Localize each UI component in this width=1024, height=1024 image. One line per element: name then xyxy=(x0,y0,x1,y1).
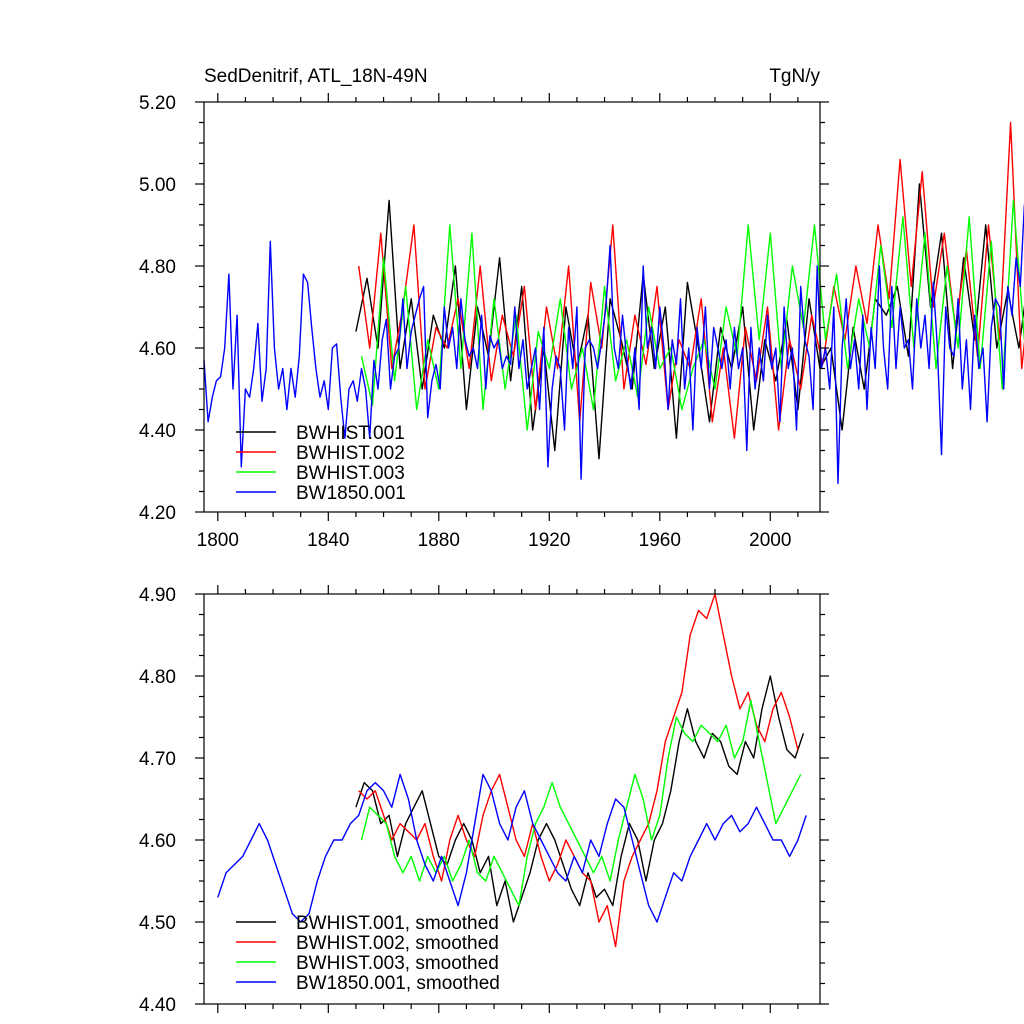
x-tick-label: 1800 xyxy=(197,530,239,551)
y-tick-label: 4.80 xyxy=(139,667,176,688)
y-tick-label: 5.00 xyxy=(139,175,176,196)
top-panel: SedDenitrif, ATL_18N-49N TgN/y 1800 1840 1… xyxy=(139,66,1024,551)
legend-label: BWHIST.002 xyxy=(296,443,405,464)
series-line-3 xyxy=(360,699,802,907)
y-tick-label: 4.90 xyxy=(139,585,176,606)
series-line-4 xyxy=(203,204,1024,484)
y-tick-label: 4.70 xyxy=(139,749,176,770)
x-tick-label: 1880 xyxy=(418,530,460,551)
series-line-1 xyxy=(355,675,805,923)
y-tick-label: 4.60 xyxy=(139,831,176,852)
legend-label: BWHIST.001, smoothed xyxy=(296,913,499,934)
series-line-3 xyxy=(360,199,1024,431)
x-tick-label: 1840 xyxy=(307,530,349,551)
x-tick-label: 1920 xyxy=(528,530,570,551)
legend-label: BW1850.001 xyxy=(296,483,406,504)
y-tick-label: 4.40 xyxy=(139,995,176,1016)
y-tick-label: 4.50 xyxy=(139,913,176,934)
legend-label: BWHIST.003 xyxy=(296,463,405,484)
y-tick-label: 4.40 xyxy=(139,421,176,442)
series-line-4 xyxy=(217,773,807,923)
units-label: TgN/y xyxy=(769,66,820,87)
bottom-panel: 4.40 4.50 4.60 4.70 4.80 4.90 BWHIST.001, smo… xyxy=(139,585,829,1016)
y-tick-label: 4.60 xyxy=(139,339,176,360)
y-tick-label: 4.20 xyxy=(139,503,176,524)
y-tick-label: 5.20 xyxy=(139,93,176,114)
x-tick-label: 2000 xyxy=(749,530,791,551)
legend-label: BWHIST.001 xyxy=(296,423,405,444)
legend-label: BW1850.001, smoothed xyxy=(296,973,500,994)
y-tick-label: 4.80 xyxy=(139,257,176,278)
legend-label: BWHIST.002, smoothed xyxy=(296,933,499,954)
legend-label: BWHIST.003, smoothed xyxy=(296,953,499,974)
x-tick-label: 1960 xyxy=(639,530,681,551)
chart-title: SedDenitrif, ATL_18N-49N xyxy=(204,66,428,87)
